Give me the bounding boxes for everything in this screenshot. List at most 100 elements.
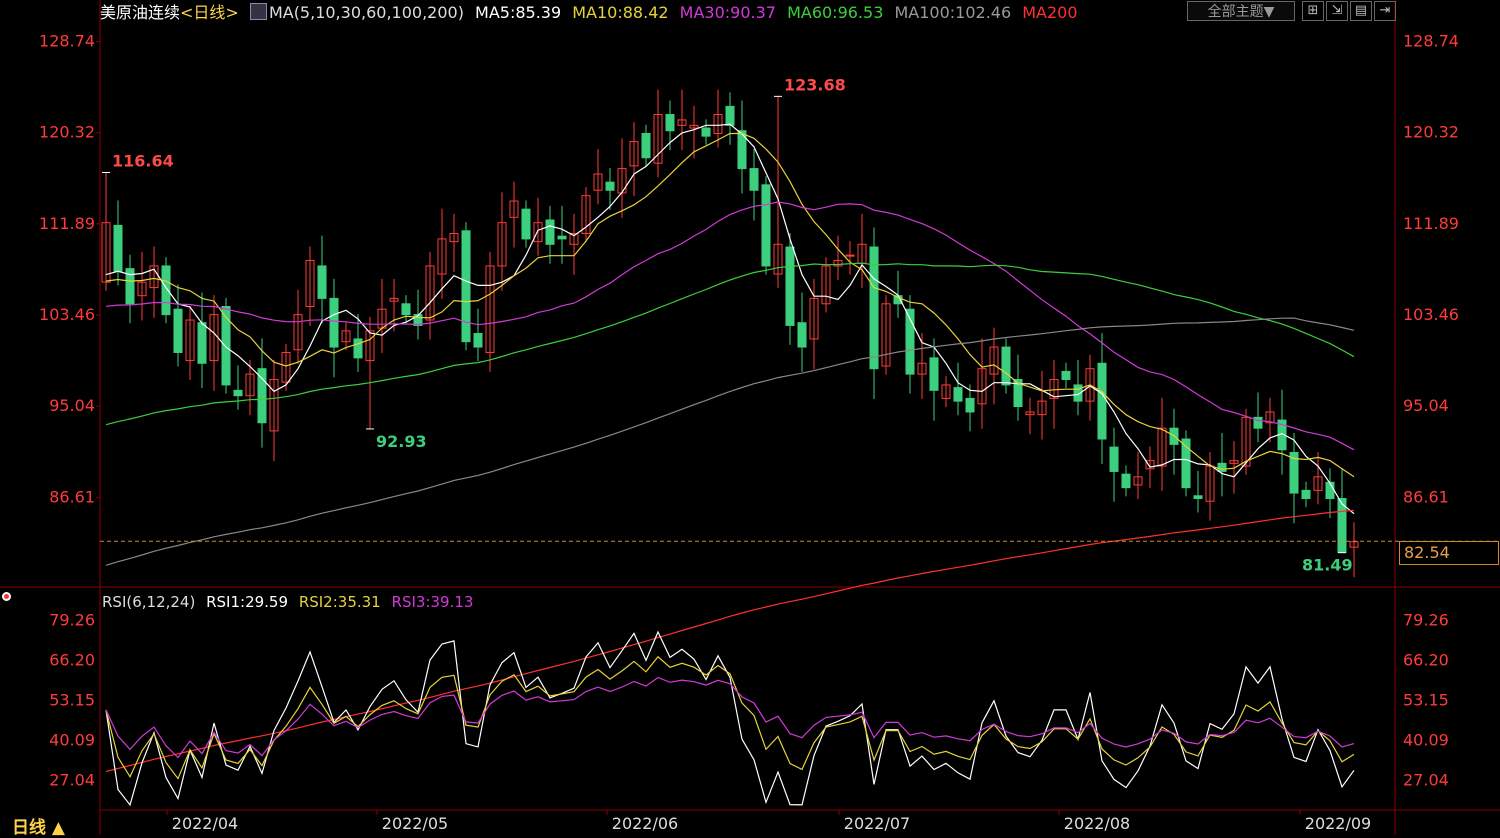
candle-body bbox=[869, 246, 879, 370]
ma-label[interactable]: MA(5,10,30,60,100,200) bbox=[268, 3, 464, 22]
candle-body bbox=[1073, 384, 1083, 402]
candle-body bbox=[1313, 476, 1323, 491]
candle-body bbox=[317, 265, 327, 299]
candle-body bbox=[1061, 370, 1071, 381]
rsi-tick-label: 27.04 bbox=[49, 770, 95, 789]
candle-body bbox=[521, 208, 531, 240]
candle-body bbox=[737, 130, 747, 170]
candle-body bbox=[821, 265, 831, 305]
candle-body bbox=[161, 265, 171, 316]
candle-body bbox=[173, 308, 183, 353]
theme-dropdown-button[interactable]: 全部主题▼ bbox=[1187, 1, 1295, 21]
rsi-header: RSI(6,12,24) RSI1:29.59 RSI2:35.31 RSI3:… bbox=[102, 590, 479, 614]
candle-body bbox=[1037, 400, 1047, 416]
candle-body bbox=[641, 132, 651, 159]
candle-body bbox=[497, 222, 507, 267]
candle-body bbox=[305, 260, 315, 307]
candle-body bbox=[233, 389, 243, 397]
candle-body bbox=[929, 357, 939, 391]
candle-body bbox=[569, 232, 579, 245]
candle-body bbox=[257, 368, 267, 424]
rsi-tick-label: 40.09 bbox=[49, 730, 95, 749]
ma10-value: MA10:88.42 bbox=[572, 3, 669, 22]
candle-body bbox=[221, 306, 231, 386]
rsi-tick-label: 79.26 bbox=[49, 610, 95, 629]
rsi-tick-label: 53.15 bbox=[49, 690, 95, 709]
price-tick-label-right: 120.32 bbox=[1403, 123, 1459, 142]
price-tick-label: 86.61 bbox=[49, 487, 95, 506]
candle-body bbox=[365, 330, 375, 362]
candle-body bbox=[1193, 495, 1203, 499]
price-tick-label-right: 128.74 bbox=[1403, 32, 1459, 51]
candle-body bbox=[677, 119, 687, 126]
rsi3-line bbox=[105, 676, 1355, 759]
candle-body bbox=[197, 322, 207, 364]
price-annotation: 123.68 bbox=[784, 75, 846, 94]
candle-body bbox=[389, 297, 399, 302]
period-button[interactable]: 日线 ▲ bbox=[12, 818, 65, 838]
candle-body bbox=[1181, 438, 1191, 489]
settings-dot-icon[interactable] bbox=[2, 592, 11, 601]
ma100-value: MA100:102.46 bbox=[894, 3, 1012, 22]
candle-body bbox=[593, 173, 603, 191]
price-tick-label: 95.04 bbox=[49, 396, 95, 415]
candle-body bbox=[401, 303, 411, 316]
candle-body bbox=[533, 222, 543, 243]
candle-body bbox=[269, 379, 279, 432]
candle-body bbox=[701, 127, 711, 137]
export-icon[interactable]: ⇥ bbox=[1374, 1, 1396, 21]
candle-body bbox=[797, 322, 807, 348]
candle-body bbox=[713, 114, 723, 134]
rsi1-line bbox=[105, 630, 1355, 807]
rsi2-line bbox=[105, 655, 1355, 780]
candle-body bbox=[557, 235, 567, 240]
expand-icon[interactable]: ⇲ bbox=[1326, 1, 1348, 21]
candle-body bbox=[605, 181, 615, 191]
candle-body bbox=[953, 387, 963, 402]
price-tick-label-right: 111.89 bbox=[1403, 214, 1459, 233]
candle-body bbox=[989, 346, 999, 375]
candle-body bbox=[413, 314, 423, 326]
candle-body bbox=[149, 265, 159, 289]
price-tick-label-right: 103.46 bbox=[1403, 305, 1459, 324]
ma5-line bbox=[105, 123, 1355, 515]
candle-body bbox=[449, 232, 459, 243]
candle-body bbox=[1241, 416, 1251, 467]
candle-body bbox=[809, 297, 819, 340]
candle-body bbox=[941, 384, 951, 399]
candle-body bbox=[1001, 346, 1011, 386]
candle-body bbox=[1121, 473, 1131, 489]
candle-body bbox=[473, 333, 483, 348]
ma100-line bbox=[105, 317, 1355, 566]
rsi-tick-label-right: 79.26 bbox=[1403, 610, 1449, 629]
ma10-line bbox=[105, 132, 1355, 478]
candle-body bbox=[665, 114, 675, 132]
candle-body bbox=[773, 243, 783, 275]
candle-body bbox=[545, 219, 555, 245]
price-tick-label-right: 86.61 bbox=[1403, 487, 1449, 506]
candle-body bbox=[353, 338, 363, 359]
time-axis-label: 2022/05 bbox=[382, 814, 448, 833]
chart-icon[interactable]: ▤ bbox=[1350, 1, 1372, 21]
candle-body bbox=[1265, 411, 1275, 424]
rsi-label[interactable]: RSI(6,12,24) bbox=[102, 593, 196, 611]
rsi-tick-label-right: 40.09 bbox=[1403, 730, 1449, 749]
candle-body bbox=[1133, 476, 1143, 486]
time-axis-label: 2022/06 bbox=[612, 814, 678, 833]
candle-body bbox=[509, 200, 519, 218]
price-tick-label: 111.89 bbox=[39, 214, 95, 233]
candle-body bbox=[461, 230, 471, 343]
candle-body bbox=[341, 330, 351, 343]
candle-body bbox=[485, 265, 495, 353]
ma30-line bbox=[105, 201, 1355, 451]
last-price-box: 82.54 bbox=[1399, 541, 1499, 565]
ma-indicator-icon[interactable] bbox=[249, 3, 267, 20]
candle-body bbox=[425, 265, 435, 321]
price-tick-label: 103.46 bbox=[39, 305, 95, 324]
time-axis-label: 2022/08 bbox=[1064, 814, 1130, 833]
price-annotation: 116.64 bbox=[112, 151, 174, 170]
layout-icon[interactable]: ⊞ bbox=[1302, 1, 1324, 21]
candle-body bbox=[749, 168, 759, 191]
time-axis-label: 2022/07 bbox=[844, 814, 910, 833]
